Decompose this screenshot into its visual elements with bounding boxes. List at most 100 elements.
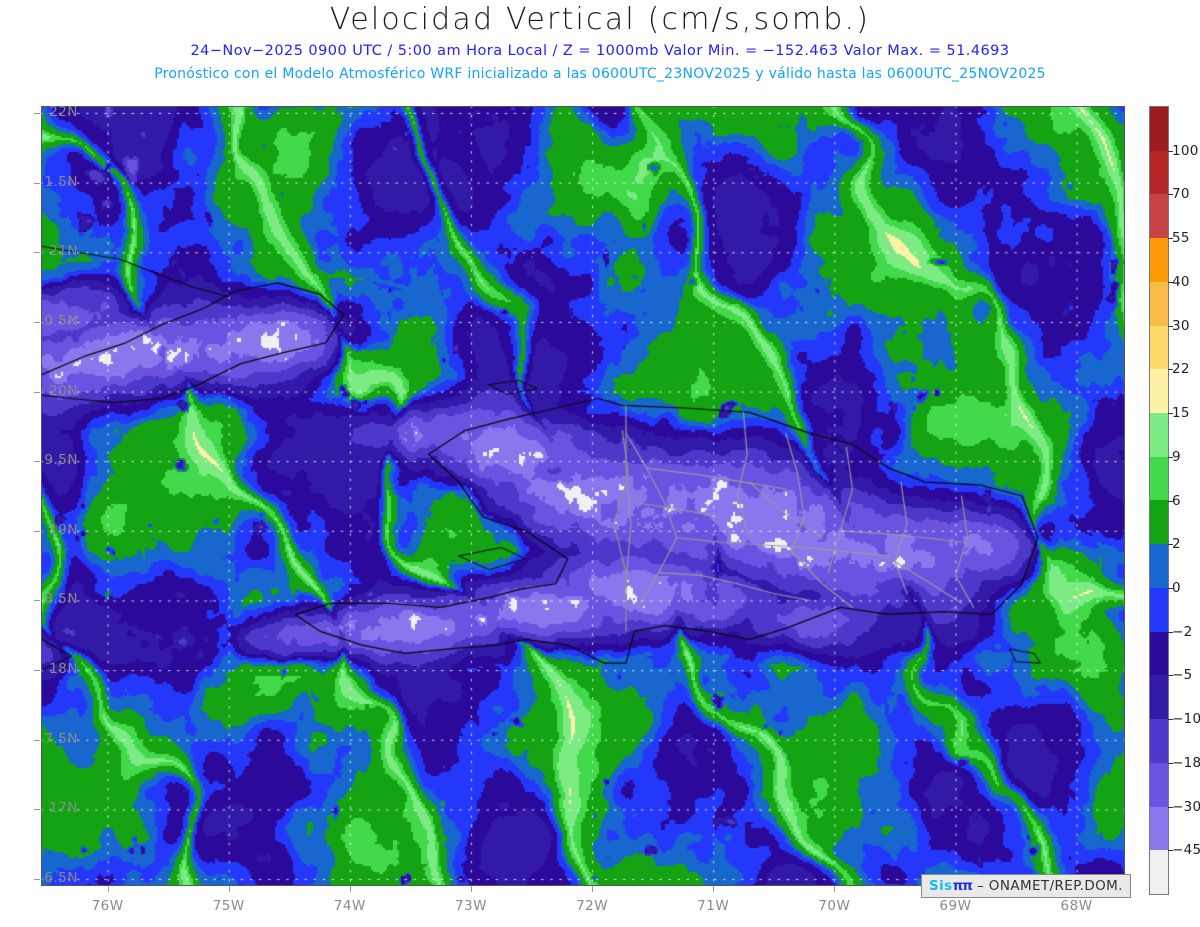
y-axis-tick xyxy=(34,321,40,323)
x-axis-label: 71W xyxy=(697,898,730,914)
y-axis-label: 22N xyxy=(49,103,78,120)
colorbar-band xyxy=(1150,631,1168,676)
colorbar-band xyxy=(1150,194,1168,239)
colorbar-tick-mark xyxy=(1168,850,1173,852)
y-axis-tick xyxy=(34,112,40,114)
colorbar-tick-mark xyxy=(1168,369,1173,371)
colorbar-tick-label: 40 xyxy=(1172,273,1190,290)
colorbar-tick-mark xyxy=(1168,281,1173,283)
x-axis-label: 74W xyxy=(333,898,366,914)
colorbar-band xyxy=(1150,850,1168,894)
x-axis-label: 76W xyxy=(91,898,124,914)
y-axis-label: 0.5N xyxy=(44,312,78,329)
colorbar-tick-label: 70 xyxy=(1172,186,1190,203)
x-axis-label: 75W xyxy=(212,898,245,914)
y-axis-tick xyxy=(34,391,40,393)
colorbar-tick-label: 0 xyxy=(1172,579,1181,596)
colorbar-tick-mark xyxy=(1168,675,1173,677)
colorbar-tick-label: 15 xyxy=(1172,405,1190,422)
y-axis-tick xyxy=(34,182,40,184)
x-axis-label: 72W xyxy=(576,898,609,914)
colorbar-tick-mark xyxy=(1168,325,1173,327)
y-axis-label: 21N xyxy=(49,243,78,260)
colorbar-band xyxy=(1150,107,1168,151)
x-axis-label: 73W xyxy=(454,898,487,914)
x-axis-tick xyxy=(592,886,594,892)
y-axis-tick xyxy=(34,252,40,254)
y-axis-label: 8.5N xyxy=(44,591,78,608)
colorbar-tick-label: 55 xyxy=(1172,230,1190,247)
colorbar-tick-mark xyxy=(1168,806,1173,808)
colorbar-tick-label: 100 xyxy=(1172,142,1199,159)
x-axis-tick xyxy=(349,886,351,892)
colorbar-band xyxy=(1150,762,1168,807)
watermark-logo: Sis ππ – ONAMET/REP.DOM. xyxy=(921,874,1131,898)
x-axis-label: 70W xyxy=(818,898,851,914)
colorbar-band xyxy=(1150,806,1168,851)
colorbar-band xyxy=(1150,281,1168,326)
page-title: Velocidad Vertical (cm/s,somb.) xyxy=(329,2,871,37)
colorbar-tick-mark xyxy=(1168,456,1173,458)
map-plot-area xyxy=(41,106,1125,886)
colorbar-tick-label: 30 xyxy=(1172,317,1190,334)
colorbar-tick-mark xyxy=(1168,413,1173,415)
y-axis-tick xyxy=(34,809,40,811)
x-axis-tick xyxy=(713,886,715,892)
watermark-tt-text: ππ xyxy=(952,878,973,894)
colorbar-band xyxy=(1150,456,1168,501)
colorbar-tick-label: 2 xyxy=(1172,536,1181,553)
colorbar-band xyxy=(1150,369,1168,414)
colorbar-tick-mark xyxy=(1168,500,1173,502)
y-axis-label: 19N xyxy=(49,521,78,538)
y-axis-label: 20N xyxy=(49,382,78,399)
colorbar-tick-label: 9 xyxy=(1172,448,1181,465)
x-axis-tick xyxy=(107,886,109,892)
y-axis-label: 18N xyxy=(49,661,78,678)
colorbar-tick-label: 6 xyxy=(1172,492,1181,509)
colorbar-band xyxy=(1150,675,1168,720)
colorbar-tick-mark xyxy=(1168,194,1173,196)
colorbar-band xyxy=(1150,587,1168,632)
colorbar-tick-label: −18 xyxy=(1172,754,1200,771)
y-axis-tick xyxy=(34,879,40,881)
colorbar-band xyxy=(1150,150,1168,195)
y-axis-tick xyxy=(34,600,40,602)
x-axis-label: 69W xyxy=(939,898,972,914)
y-axis-tick xyxy=(34,670,40,672)
watermark-sis-text: Sis xyxy=(929,878,953,894)
x-axis-tick xyxy=(834,886,836,892)
y-axis-tick xyxy=(34,530,40,532)
y-axis-tick xyxy=(34,461,40,463)
colorbar-tick-mark xyxy=(1168,238,1173,240)
x-axis-tick xyxy=(470,886,472,892)
colorbar-tick-label: −45 xyxy=(1172,842,1200,859)
colorbar-band xyxy=(1150,325,1168,370)
y-axis-tick xyxy=(34,739,40,741)
x-axis-label: 68W xyxy=(1060,898,1093,914)
colorbar-tick-mark xyxy=(1168,762,1173,764)
colorbar-tick-label: −10 xyxy=(1172,711,1200,728)
vertical-velocity-field xyxy=(41,106,1125,886)
colorbar-tick-label: 22 xyxy=(1172,361,1190,378)
colorbar-band xyxy=(1150,238,1168,282)
colorbar-tick-label: −5 xyxy=(1172,667,1193,684)
colorbar-tick-mark xyxy=(1168,544,1173,546)
colorbar-band xyxy=(1150,719,1168,763)
y-axis-label: 17N xyxy=(49,800,78,817)
colorbar-tick-label: −2 xyxy=(1172,623,1193,640)
colorbar-band xyxy=(1150,544,1168,588)
colorbar-band xyxy=(1150,500,1168,545)
y-axis-label: 9.5N xyxy=(44,452,78,469)
colorbar xyxy=(1149,106,1169,895)
subtitle-line-1: 24−Nov−2025 0900 UTC / 5:00 am Hora Loca… xyxy=(190,43,1010,59)
watermark-agency-text: – ONAMET/REP.DOM. xyxy=(976,878,1123,894)
x-axis-tick xyxy=(228,886,230,892)
colorbar-tick-mark xyxy=(1168,719,1173,721)
subtitle-line-2: Pronóstico con el Modelo Atmosférico WRF… xyxy=(154,66,1046,82)
colorbar-band xyxy=(1150,413,1168,457)
colorbar-tick-mark xyxy=(1168,631,1173,633)
y-axis-label: 7.5N xyxy=(44,730,78,747)
colorbar-tick-label: −30 xyxy=(1172,798,1200,815)
y-axis-label: 6.5N xyxy=(44,870,78,887)
colorbar-tick-mark xyxy=(1168,150,1173,152)
